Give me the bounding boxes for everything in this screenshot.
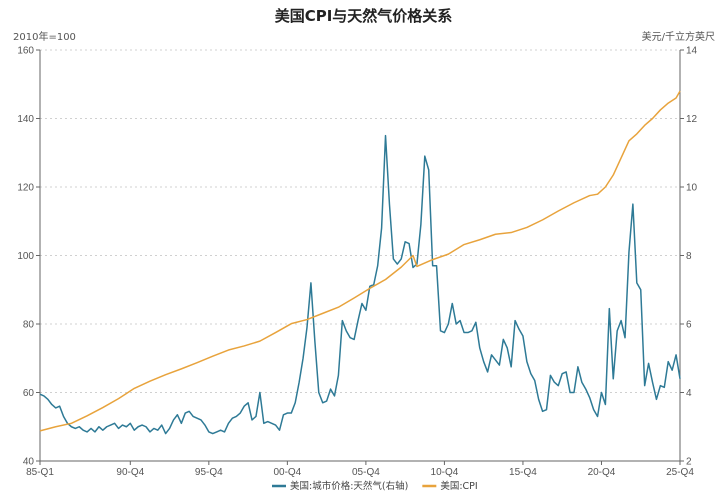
- series-line-1: [39, 90, 681, 432]
- right-tick-label: 4: [686, 388, 692, 399]
- legend-item-1[interactable]: 美国:CPI: [422, 480, 478, 492]
- left-tick-label: 140: [17, 114, 34, 125]
- legend-label: 美国:CPI: [440, 480, 477, 492]
- x-axis-ticks: 85-Q1 90-Q4 95-Q4 00-Q4 05-Q4 10-Q4 15-Q4 20-Q4…: [26, 461, 694, 478]
- series-line-0: [39, 134, 681, 435]
- right-tick-label: 10: [686, 183, 698, 194]
- left-tick-label: 120: [17, 183, 34, 194]
- series-lines: [39, 90, 681, 435]
- gridlines: [40, 49, 680, 393]
- right-tick-label: 14: [686, 46, 698, 57]
- right-tick-label: 2: [686, 457, 692, 468]
- left-tick-label: 40: [23, 457, 35, 468]
- x-tick-label: 15-Q4: [509, 467, 537, 478]
- chart-title: 美国CPI与天然气价格关系: [275, 7, 453, 25]
- right-axis-ticks: 2 4 6 8 10 12 14: [680, 46, 698, 468]
- right-tick-label: 12: [686, 114, 698, 125]
- x-tick-label: 00-Q4: [273, 467, 301, 478]
- x-tick-label: 85-Q1: [26, 467, 54, 478]
- legend-item-0[interactable]: 美国:城市价格:天然气(右轴): [272, 480, 408, 492]
- right-axis-unit: 美元/千立方英尺: [642, 30, 715, 43]
- left-tick-label: 100: [17, 251, 34, 262]
- x-tick-label: 20-Q4: [588, 467, 616, 478]
- legend-label: 美国:城市价格:天然气(右轴): [290, 480, 408, 492]
- left-axis-unit: 2010年=100: [13, 30, 76, 43]
- right-tick-label: 8: [686, 251, 692, 262]
- left-axis-ticks: 40 60 80 100 120 140 160: [17, 46, 40, 468]
- left-tick-label: 160: [17, 46, 34, 57]
- x-tick-label: 95-Q4: [195, 467, 223, 478]
- x-tick-label: 05-Q4: [352, 467, 380, 478]
- x-tick-label: 25-Q4: [666, 467, 694, 478]
- left-tick-label: 60: [23, 388, 35, 399]
- legend[interactable]: 美国:城市价格:天然气(右轴) 美国:CPI: [272, 480, 478, 492]
- left-tick-label: 80: [23, 320, 35, 331]
- right-tick-label: 6: [686, 320, 692, 331]
- x-tick-label: 10-Q4: [431, 467, 459, 478]
- x-tick-label: 90-Q4: [116, 467, 144, 478]
